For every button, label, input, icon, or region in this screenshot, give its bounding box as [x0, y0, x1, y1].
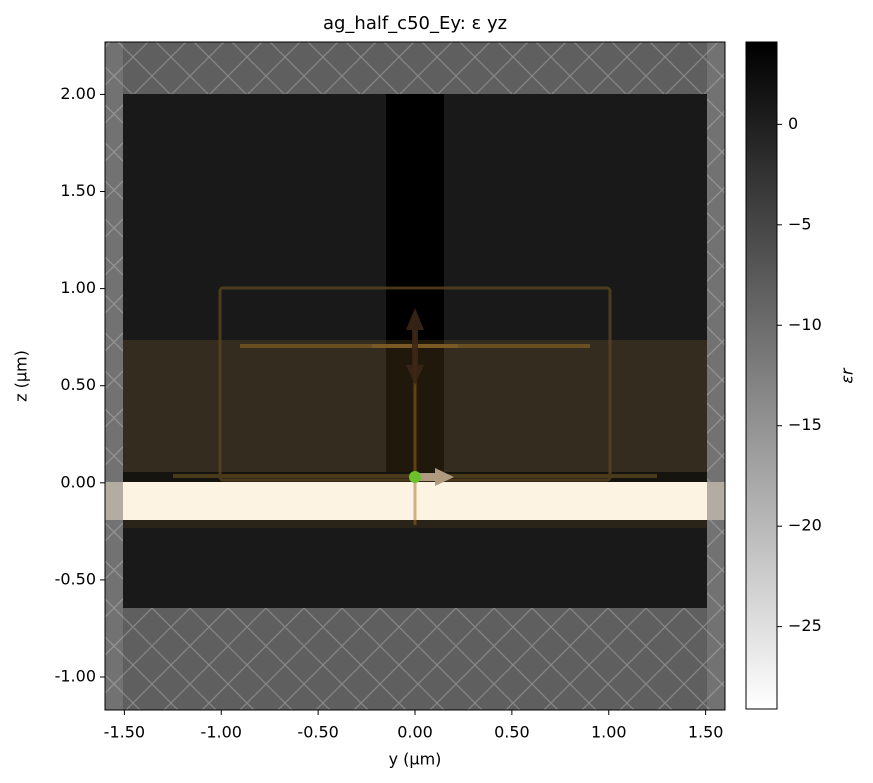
x-tick-label: 0.00: [397, 723, 433, 742]
chart-title: ag_half_c50_Ey: ε yz: [323, 13, 507, 34]
colorbar-tick-label: −10: [788, 315, 822, 334]
y-tick-label: 0.50: [60, 375, 96, 394]
x-tick-label: -0.50: [297, 723, 338, 742]
x-tick-label: 1.00: [591, 723, 627, 742]
x-axis-label: y (µm): [389, 750, 442, 769]
x-tick-label: -1.00: [201, 723, 242, 742]
plot-area: [104, 41, 726, 711]
y-tick-label: 1.00: [60, 278, 96, 297]
x-tick-label: 0.50: [494, 723, 530, 742]
colorbar-tick-label: −25: [788, 616, 822, 635]
colorbar-label: εr: [838, 367, 857, 384]
colorbar-tick-label: −20: [788, 516, 822, 535]
y-tick-label: -0.50: [55, 569, 96, 588]
y-tick-label: -1.00: [55, 666, 96, 685]
x-tick-label: -1.50: [104, 723, 145, 742]
colorbar-tick-label: −15: [788, 415, 822, 434]
y-tick-label: 2.00: [60, 84, 96, 103]
colorbar-tick-label: −5: [788, 214, 812, 233]
colorbar: [745, 41, 778, 710]
x-tick-label: 1.50: [688, 723, 724, 742]
y-axis-label: z (µm): [12, 350, 31, 402]
y-tick-label: 0.00: [60, 472, 96, 491]
colorbar-tick-label: 0: [788, 114, 798, 133]
y-tick-label: 1.50: [60, 181, 96, 200]
